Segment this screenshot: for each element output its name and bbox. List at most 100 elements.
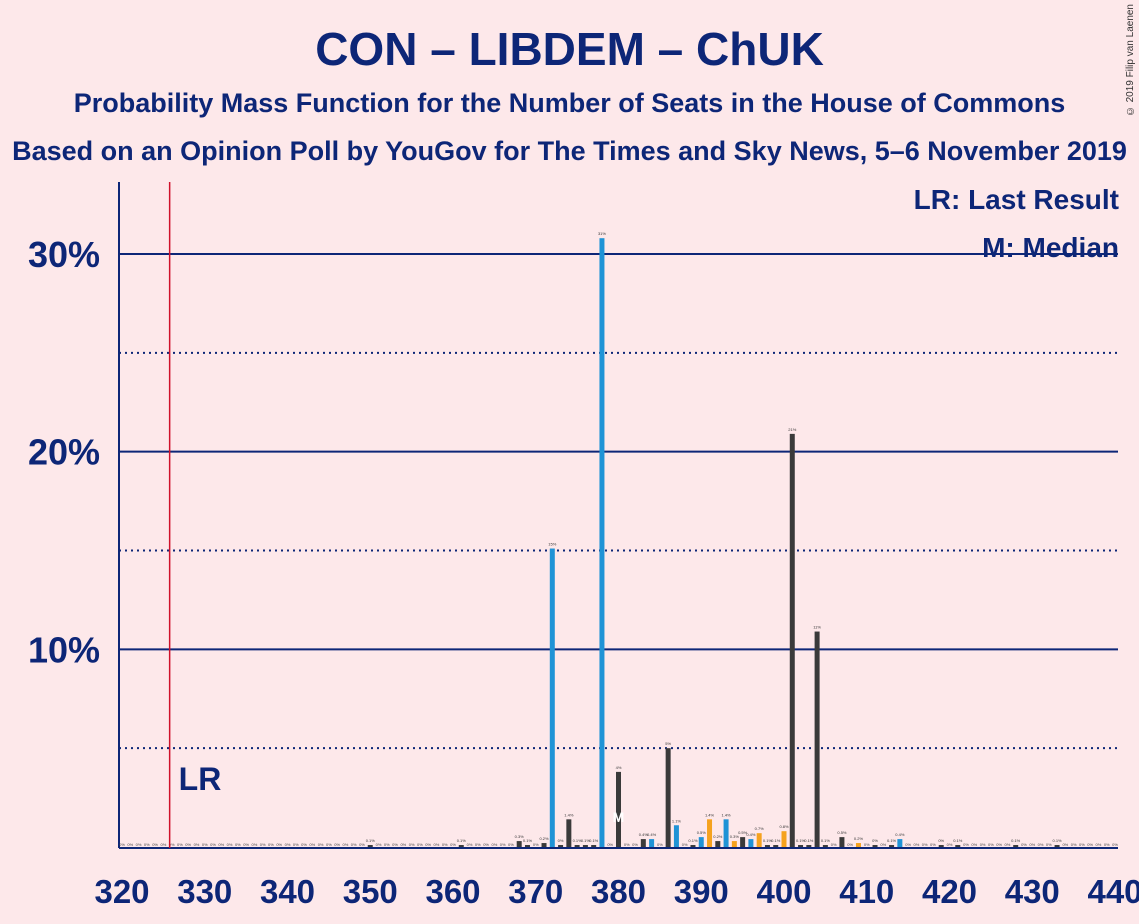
legend-last-result: LR: Last Result — [913, 184, 1119, 215]
bar-zero-label: 0% — [847, 842, 853, 847]
bar-seat-407 — [839, 837, 845, 847]
x-tick-label: 330 — [177, 873, 232, 910]
bar-zero-label: 0% — [475, 842, 481, 847]
bar-zero-label: 0% — [491, 842, 497, 847]
bar-value-label: 4% — [616, 765, 622, 770]
y-tick-label: 20% — [28, 432, 100, 473]
bar-seat-391 — [707, 819, 713, 847]
bar-zero-label: 0% — [326, 842, 332, 847]
bar-value-label: 0.1% — [796, 838, 806, 843]
bar-value-label: 0.2% — [539, 836, 549, 841]
bar-zero-label: 0% — [260, 842, 266, 847]
bar-seat-361 — [458, 845, 464, 847]
bar-zero-label: 0% — [409, 842, 415, 847]
bar-seat-413 — [889, 845, 895, 847]
bar-seat-414 — [897, 839, 903, 847]
bar-value-label: 0.2% — [713, 834, 723, 839]
bar-seat-369 — [524, 845, 530, 847]
bar-zero-label: 0% — [831, 842, 837, 847]
bar-zero-label: 0% — [450, 842, 456, 847]
bar-zero-label: 0% — [384, 842, 390, 847]
x-tick-label: 420 — [922, 873, 977, 910]
bar-zero-label: 0% — [400, 842, 406, 847]
bar-seat-383 — [640, 839, 646, 847]
bar-zero-label: 0% — [434, 842, 440, 847]
bar-value-label: 0% — [558, 838, 564, 843]
bar-seat-403 — [806, 845, 812, 847]
bar-seat-374 — [566, 819, 572, 847]
bar-zero-label: 0% — [508, 842, 514, 847]
bar-zero-label: 0% — [227, 842, 233, 847]
bar-value-label: 0.5% — [837, 830, 847, 835]
bar-zero-label: 0% — [1087, 842, 1093, 847]
bar-zero-label: 0% — [293, 842, 299, 847]
bar-seat-392 — [715, 841, 721, 847]
bar-zero-label: 0% — [309, 842, 315, 847]
bar-zero-label: 0% — [169, 842, 175, 847]
bar-seat-384 — [649, 839, 655, 847]
bar-seat-372 — [549, 548, 555, 847]
bar-seat-433 — [1054, 845, 1060, 847]
bar-zero-label: 0% — [351, 842, 357, 847]
bar-zero-label: 0% — [218, 842, 224, 847]
bar-value-label: 0.1% — [688, 838, 698, 843]
bar-zero-label: 0% — [235, 842, 241, 847]
bar-zero-label: 0% — [376, 842, 382, 847]
bar-zero-label: 0% — [185, 842, 191, 847]
chart-title: CON – LIBDEM – ChUK — [315, 23, 824, 75]
bar-value-label: 31% — [598, 231, 606, 236]
bar-value-label: 1.4% — [722, 812, 732, 817]
x-tick-label: 410 — [839, 873, 894, 910]
x-tick-label: 320 — [94, 873, 149, 910]
bar-zero-label: 0% — [963, 842, 969, 847]
bar-seat-373 — [558, 845, 564, 847]
bar-value-label: 0.1% — [1053, 838, 1063, 843]
bar-value-label: 0.1% — [457, 838, 467, 843]
bar-zero-label: 0% — [682, 842, 688, 847]
x-tick-label: 390 — [674, 873, 729, 910]
bar-value-label: 0.4% — [647, 832, 657, 837]
x-tick-label: 370 — [508, 873, 563, 910]
bar-zero-label: 0% — [417, 842, 423, 847]
bar-value-label: 1.1% — [672, 818, 682, 823]
bar-zero-label: 0% — [1104, 842, 1110, 847]
bar-zero-label: 0% — [318, 842, 324, 847]
bar-zero-label: 0% — [533, 842, 539, 847]
bar-zero-label: 0% — [136, 842, 142, 847]
bar-value-label: 0.4% — [639, 832, 649, 837]
bar-value-label: 0.3% — [730, 834, 740, 839]
bar-zero-label: 0% — [194, 842, 200, 847]
bar-seat-390 — [698, 837, 704, 847]
bar-zero-label: 0% — [483, 842, 489, 847]
bar-value-label: 0.3% — [515, 834, 525, 839]
bar-zero-label: 0% — [442, 842, 448, 847]
bar-value-label: 0% — [938, 838, 944, 843]
bar-value-label: 0.1% — [523, 838, 533, 843]
bar-zero-label: 0% — [1079, 842, 1085, 847]
bar-value-label: 1.4% — [705, 812, 715, 817]
bar-zero-label: 0% — [905, 842, 911, 847]
bar-value-label: 0.5% — [697, 830, 707, 835]
bar-value-label: 15% — [548, 542, 556, 547]
bar-zero-label: 0% — [607, 842, 613, 847]
bar-zero-label: 0% — [177, 842, 183, 847]
bar-zero-label: 0% — [1029, 842, 1035, 847]
bar-zero-label: 0% — [980, 842, 986, 847]
bar-zero-label: 0% — [864, 842, 870, 847]
bar-seat-409 — [855, 843, 861, 847]
bar-seat-411 — [872, 845, 878, 847]
bar-zero-label: 0% — [914, 842, 920, 847]
x-tick-label: 430 — [1005, 873, 1060, 910]
bar-seat-399 — [773, 845, 779, 847]
bar-value-label: 0.2% — [854, 836, 864, 841]
bar-zero-label: 0% — [500, 842, 506, 847]
bar-zero-label: 0% — [947, 842, 953, 847]
bar-zero-label: 0% — [334, 842, 340, 847]
x-tick-label: 380 — [591, 873, 646, 910]
bar-seat-400 — [781, 831, 787, 847]
bar-zero-label: 0% — [624, 842, 630, 847]
bar-seat-377 — [591, 845, 597, 847]
bar-seat-396 — [748, 839, 754, 847]
bar-seat-376 — [582, 845, 588, 847]
bar-zero-label: 0% — [657, 842, 663, 847]
